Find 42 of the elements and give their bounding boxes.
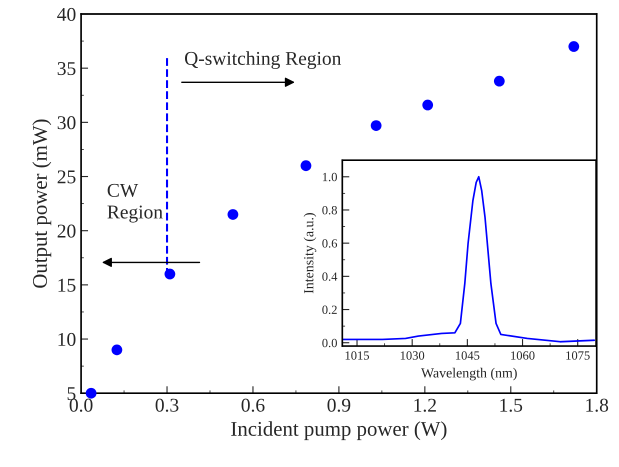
y-tick-label: 25 — [58, 170, 76, 184]
x-tick-label: 1030 — [400, 351, 424, 360]
y-tick-label: 0.8 — [322, 206, 337, 214]
point — [112, 344, 122, 356]
y-axis-title: Output power (mW) — [32, 119, 52, 288]
x-tick-label: 1015 — [346, 351, 370, 360]
x-tick-label: 0.3 — [156, 398, 178, 412]
x-tick-label: 1075 — [566, 351, 590, 360]
y-tick-label: 40 — [57, 8, 76, 21]
x-tick-label: 1060 — [511, 351, 535, 360]
y-axis-title: Intensity (a.u.) — [304, 213, 316, 294]
y-tick-label: 0.4 — [322, 272, 338, 281]
x-tick-label: 0.9 — [327, 398, 350, 412]
x-tick-label: 1.5 — [500, 398, 522, 412]
point — [494, 76, 505, 87]
annotation: CW Region — [107, 184, 163, 223]
y-tick-label: 30 — [58, 116, 76, 130]
x-tick-label: 0.0 — [70, 398, 92, 412]
x-tick-label: 1.8 — [586, 398, 608, 412]
y-tick-label: 0.6 — [322, 239, 338, 248]
y-tick-label: 5 — [68, 387, 76, 400]
y-tick-label: 10 — [58, 332, 76, 346]
x-tick-label: 1045 — [456, 351, 480, 360]
y-tick-label: 0.0 — [322, 338, 337, 348]
line-series — [342, 176, 596, 343]
point — [422, 100, 434, 110]
y-tick-label: 20 — [58, 224, 76, 238]
x-tick-label: 0.6 — [242, 398, 265, 412]
point — [164, 268, 176, 280]
point — [568, 41, 580, 52]
y-tick-label: 35 — [58, 62, 76, 76]
x-axis-title: Incident pump power (W) — [231, 421, 446, 440]
y-tick-label: 0.2 — [322, 306, 337, 314]
y-tick-label: 15 — [58, 278, 76, 292]
x-axis-title: Wavelength (nm) — [420, 368, 517, 380]
y-tick-label: 1.0 — [322, 172, 337, 182]
point — [370, 120, 382, 131]
point — [300, 160, 312, 172]
x-tick-label: 1.2 — [414, 398, 436, 412]
annotation: Q-switching Region — [185, 51, 342, 69]
point — [86, 388, 96, 399]
point — [228, 209, 238, 220]
